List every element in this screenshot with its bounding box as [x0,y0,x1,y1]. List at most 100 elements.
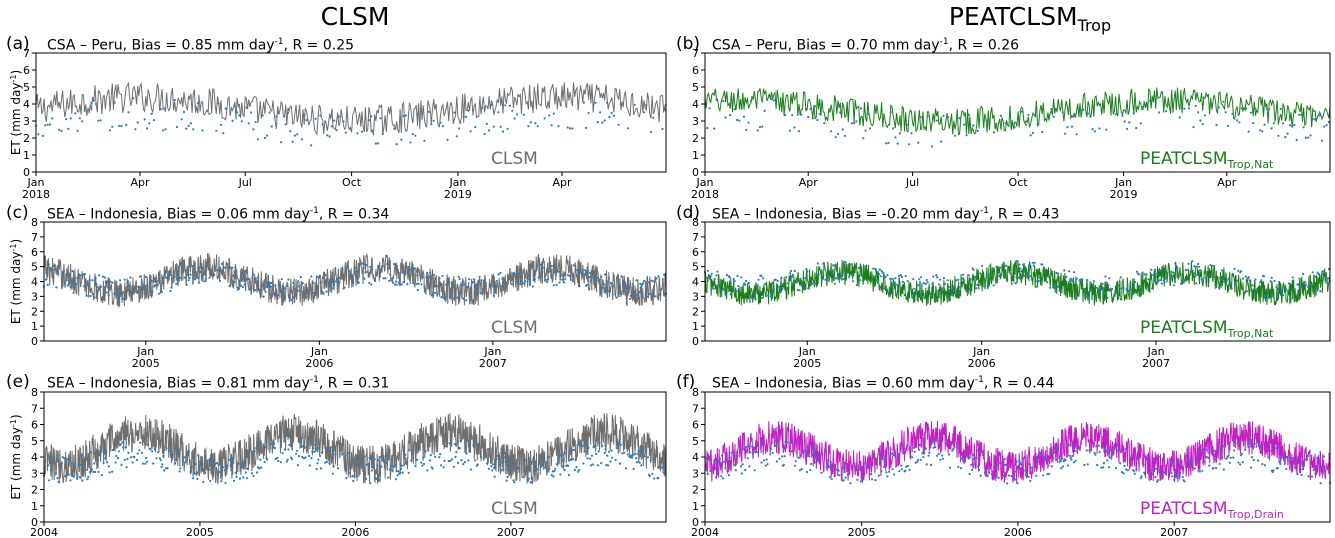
observation-point [220,480,223,483]
observation-point [1089,290,1092,293]
observation-point [1288,460,1291,463]
observation-point [738,119,741,122]
observation-point [397,470,400,473]
observation-point [334,280,338,283]
observation-point [858,467,862,470]
observation-point [553,469,556,473]
observation-point [186,458,189,462]
observation-point [1069,279,1072,282]
observation-point [845,274,848,277]
observation-point [967,274,970,277]
observation-point [764,464,767,467]
observation-point [1263,275,1266,278]
observation-point [813,282,817,285]
observation-point [67,127,70,130]
observation-point [1305,458,1308,461]
observation-point [990,473,993,476]
observation-point [108,471,111,474]
observation-point [433,291,436,294]
observation-point [1166,271,1169,274]
observation-point [994,466,997,469]
observation-point [1120,287,1123,290]
observation-point [971,453,975,456]
observation-point [554,273,557,276]
observation-point [736,454,739,457]
observation-point [571,449,574,452]
observation-point [88,470,92,474]
observation-point [622,441,625,444]
panel-title-f-text: SEA – Indonesia, Bias = 0.60 mm day [712,375,975,392]
observation-point [44,278,48,281]
observation-point [380,465,383,468]
observation-point [92,99,95,102]
observation-point [1169,461,1172,464]
observation-point [1251,443,1254,446]
observation-point [820,269,823,272]
observation-point [744,283,747,286]
observation-point [1217,106,1220,109]
observation-point [1322,455,1326,458]
observation-point [765,458,768,461]
observation-point [403,463,406,466]
observation-point [1319,290,1322,293]
observation-point [906,464,910,468]
observation-point [715,476,718,479]
observation-point [218,279,221,282]
observation-point [988,471,991,474]
observation-point [532,458,535,461]
observation-point [936,439,940,442]
observation-point [355,475,358,478]
observation-point [400,283,403,286]
observation-point [619,443,622,446]
observation-point [585,442,588,445]
observation-point [155,277,158,280]
observation-point [749,451,752,454]
observation-point [735,290,738,293]
observation-point [810,282,814,285]
observation-point [261,114,264,117]
observation-point [804,451,808,454]
observation-point [938,283,941,286]
y-tick-label: 6 [23,64,30,77]
observation-point [283,296,286,299]
observation-point [586,283,589,286]
observation-point [136,452,139,455]
observation-point [1135,126,1138,130]
observation-point [1208,464,1211,467]
observation-point [1275,286,1278,289]
observation-point [1053,287,1056,290]
observation-point [1187,107,1190,110]
observation-point [46,123,49,126]
observation-point [506,475,509,479]
observation-point [491,469,494,472]
observation-point [417,282,420,285]
observation-point [892,127,895,130]
observation-point [277,112,280,115]
observation-point [1266,288,1269,291]
observation-point [894,277,897,280]
observation-point [891,277,894,280]
observation-point [605,289,608,293]
observation-point [290,458,293,461]
observation-point [722,460,725,463]
observation-point [466,285,469,289]
observation-point [1212,467,1215,470]
observation-point [560,274,563,277]
observation-point [567,473,571,476]
observation-point [804,277,807,280]
observation-point [1325,279,1328,282]
observation-point [324,461,327,464]
observation-point [283,440,286,443]
observation-point [1089,115,1092,118]
observation-point [1302,272,1305,276]
observation-point [1119,462,1122,465]
observation-point [561,278,564,281]
x-tick-label: Jul [238,176,252,189]
observation-point [1015,276,1018,279]
observation-point [1307,475,1310,478]
observation-point [889,111,892,114]
observation-point [162,454,165,458]
observation-point [1179,471,1182,474]
observation-point [1138,285,1141,288]
observation-point [337,115,340,118]
